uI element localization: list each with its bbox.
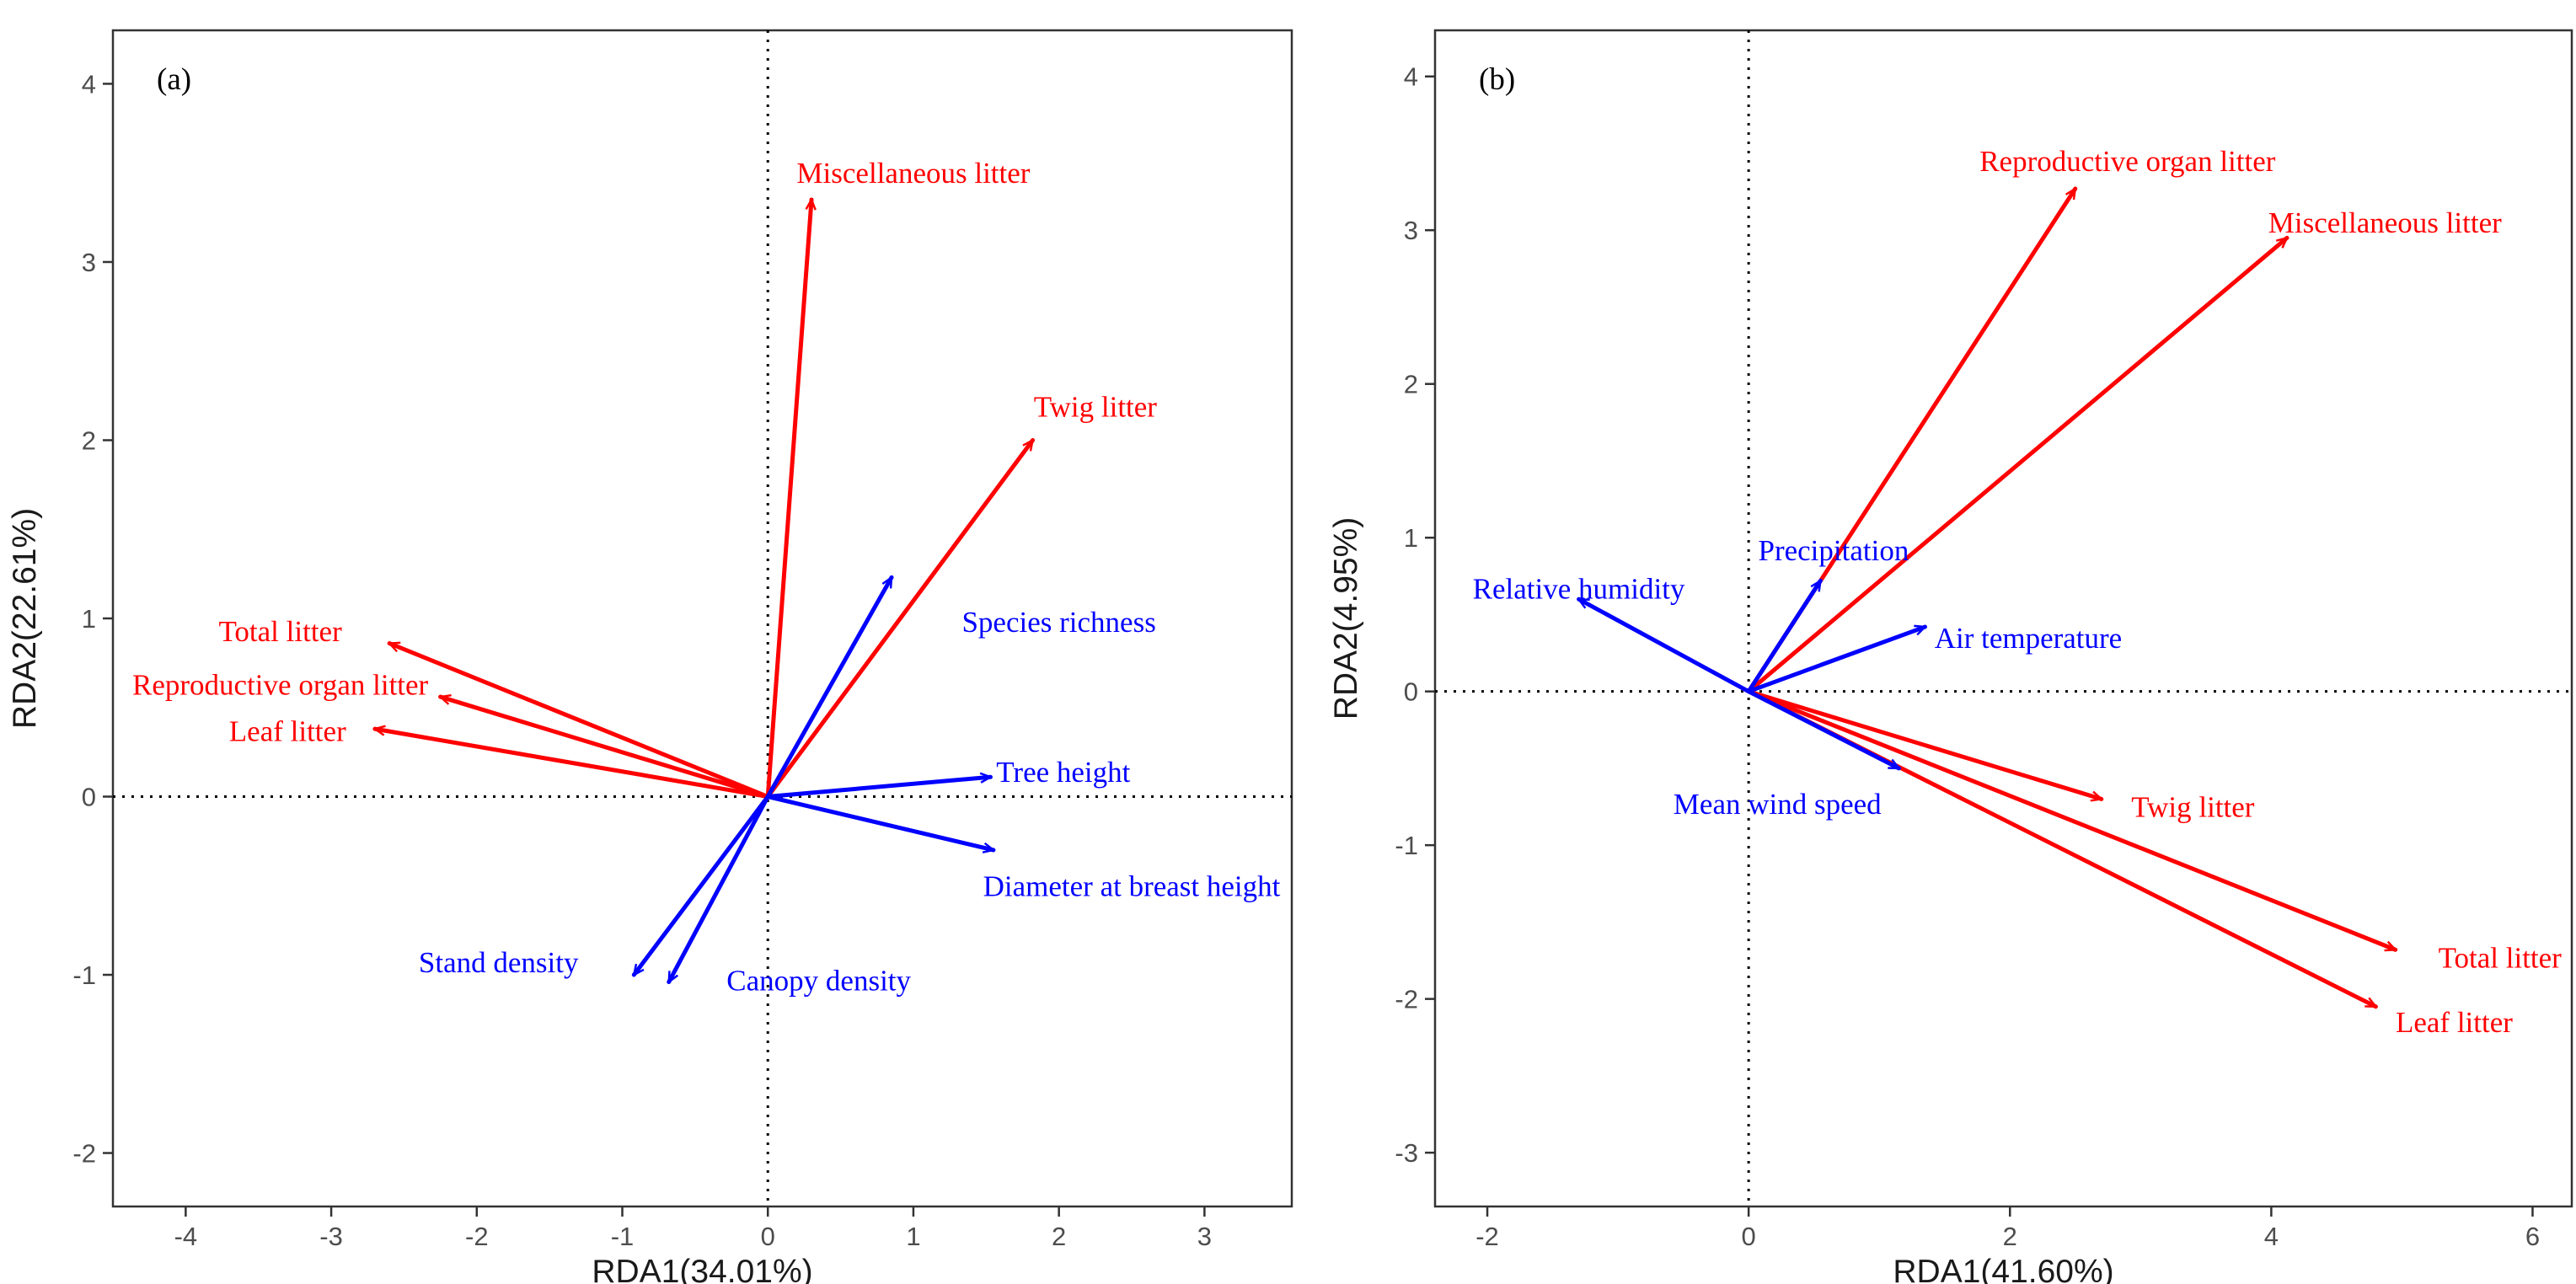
response-vector-label: Leaf litter: [2396, 1006, 2513, 1039]
explanatory-vector-label: Tree height: [996, 756, 1130, 789]
x-tick-label: 2: [2003, 1222, 2017, 1251]
y-tick-label: 0: [82, 783, 96, 812]
explanatory-vector-label: Diameter at breast height: [983, 869, 1281, 902]
y-tick-label: 3: [1404, 216, 1418, 245]
y-axis-title: RDA2(4.95%): [1328, 517, 1364, 720]
x-tick-label: -2: [465, 1222, 489, 1251]
response-vector-arrow: [372, 729, 770, 800]
x-tick-label: 2: [1052, 1222, 1066, 1251]
x-tick-label: -3: [319, 1222, 343, 1251]
explanatory-vector-arrow: [765, 794, 996, 850]
explanatory-vector-arrow: [765, 777, 993, 800]
explanatory-vector-label: Stand density: [419, 946, 579, 979]
response-vector-label: Miscellaneous litter: [796, 157, 1030, 190]
explanatory-vector-arrow: [667, 794, 770, 982]
x-tick-label: -4: [174, 1222, 198, 1251]
response-vector-arrow: [441, 697, 770, 800]
x-tick-label: 0: [1742, 1222, 1756, 1251]
y-tick-label: 1: [82, 604, 96, 634]
x-tick-label: 6: [2525, 1222, 2540, 1251]
y-tick-label: 1: [1404, 523, 1418, 553]
response-vector-arrow: [1746, 689, 2396, 952]
x-tick-label: 0: [761, 1222, 775, 1251]
response-vector-label: Total litter: [218, 615, 342, 648]
x-tick-label: 4: [2264, 1222, 2279, 1251]
response-vector-label: Miscellaneous litter: [2268, 206, 2502, 239]
response-vector-label: Leaf litter: [229, 714, 346, 747]
plot-frame: [1433, 29, 2573, 1208]
y-tick-label: 4: [1404, 62, 1418, 92]
response-vector-label: Twig litter: [1034, 390, 1158, 423]
response-vector-label: Reproductive organ litter: [1979, 145, 2276, 178]
explanatory-vector-arrow: [765, 577, 894, 800]
y-tick-label: -3: [1395, 1138, 1418, 1168]
panel-b-rda-biplot: -2 0 2 4 6 -3 -2 -1 0 1 2 3 4 RDA1(41.60%) RDA2(4.95%)…: [1328, 29, 2573, 1284]
x-axis-title: RDA1(34.01%): [592, 1254, 812, 1284]
response-vector-arrow: [765, 197, 811, 800]
explanatory-vector-arrow: [1746, 578, 1823, 694]
response-vector-arrow: [1746, 689, 2102, 800]
explanatory-vector-arrow: [1746, 689, 1899, 771]
explanatory-vector-label: Air temperature: [1935, 622, 2123, 655]
y-tick-label: 4: [82, 69, 96, 99]
panel-tag: (a): [157, 62, 191, 97]
response-vector-arrow: [765, 437, 1036, 800]
explanatory-vector-label: Canopy density: [726, 964, 911, 997]
explanatory-vector-label: Precipitation: [1758, 534, 1909, 567]
y-tick-label: -2: [1395, 985, 1418, 1014]
x-axis-title: RDA1(41.60%): [1893, 1254, 2113, 1284]
y-tick-label: 2: [82, 425, 96, 455]
panel-tag: (b): [1479, 62, 1515, 97]
response-vector-label: Twig litter: [2131, 791, 2255, 824]
response-vector-arrow: [1746, 235, 2289, 694]
y-tick-label: -1: [1395, 831, 1418, 860]
explanatory-vector-arrow: [631, 794, 770, 977]
explanatory-vector-label: Mean wind speed: [1674, 788, 1882, 821]
y-tick-label: 0: [1404, 677, 1418, 707]
explanatory-vector-arrow: [1746, 624, 1925, 694]
x-tick-label: -1: [611, 1222, 635, 1251]
explanatory-vector-label: Relative humidity: [1473, 572, 1685, 605]
x-tick-label: 3: [1197, 1222, 1212, 1251]
x-tick-label: -2: [1475, 1222, 1499, 1251]
y-tick-label: -2: [72, 1139, 96, 1169]
explanatory-vector-arrow: [1579, 597, 1751, 694]
y-axis-title: RDA2(22.61%): [7, 508, 43, 729]
response-vector-arrow: [389, 641, 770, 800]
y-tick-label: -1: [72, 960, 96, 990]
y-tick-label: 3: [82, 248, 96, 277]
x-tick-label: 1: [906, 1222, 920, 1251]
response-vector-label: Total litter: [2439, 941, 2563, 974]
panel-a-rda-biplot: -4 -3 -2 -1 0 1 2 3 -2 -1 0 1 2 3 4 RDA1(34.01%) RDA2(22…: [7, 29, 1293, 1284]
explanatory-vector-label: Species richness: [961, 606, 1155, 639]
response-vector-label: Reproductive organ litter: [132, 668, 429, 701]
y-tick-label: 2: [1404, 370, 1418, 399]
